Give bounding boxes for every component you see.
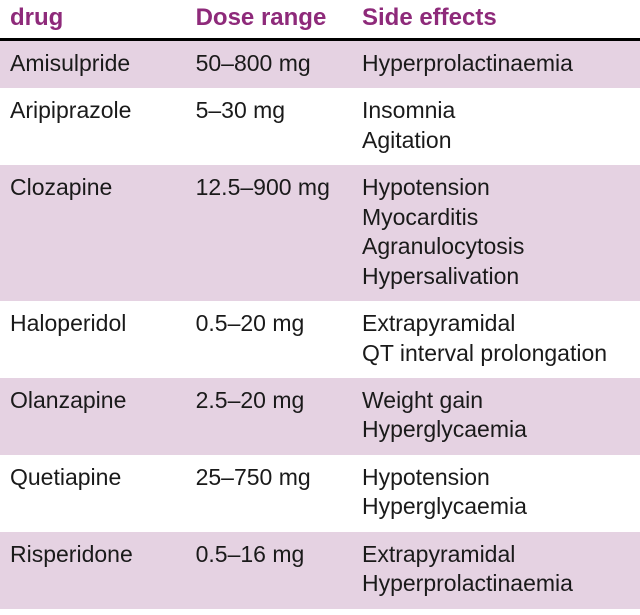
- cell-side-effects: Hyperprolactinaemia: [352, 40, 640, 89]
- cell-dose: 5–30 mg: [186, 88, 352, 165]
- table-row: Haloperidol0.5–20 mgExtrapyramidalQT int…: [0, 301, 640, 378]
- side-effect-line: Hypotension: [362, 463, 630, 492]
- cell-dose: 0.5–20 mg: [186, 301, 352, 378]
- cell-dose: 0.5–16 mg: [186, 532, 352, 609]
- cell-side-effects: HypotensionMyocarditisAgranulocytosisHyp…: [352, 165, 640, 301]
- cell-side-effects: ExtrapyramidalQT interval prolongation: [352, 301, 640, 378]
- cell-drug: Haloperidol: [0, 301, 186, 378]
- cell-dose: 50–800 mg: [186, 40, 352, 89]
- side-effect-line: Hypersalivation: [362, 262, 630, 291]
- side-effect-line: QT interval prolongation: [362, 339, 630, 368]
- cell-drug: Aripiprazole: [0, 88, 186, 165]
- table-body: Amisulpride50–800 mgHyperprolactinaemiaA…: [0, 40, 640, 609]
- cell-dose: 2.5–20 mg: [186, 378, 352, 455]
- cell-dose: 12.5–900 mg: [186, 165, 352, 301]
- side-effect-line: Insomnia: [362, 96, 630, 125]
- side-effect-line: Hyperprolactinaemia: [362, 569, 630, 598]
- side-effect-line: Hyperprolactinaemia: [362, 49, 630, 78]
- col-header-drug: drug: [0, 0, 186, 40]
- drug-table: drug Dose range Side effects Amisulpride…: [0, 0, 640, 609]
- side-effect-line: Hypotension: [362, 173, 630, 202]
- cell-drug: Amisulpride: [0, 40, 186, 89]
- table-row: Clozapine12.5–900 mgHypotensionMyocardit…: [0, 165, 640, 301]
- table-row: Olanzapine2.5–20 mgWeight gainHyperglyca…: [0, 378, 640, 455]
- table-row: Amisulpride50–800 mg Hyperprolactinaemia: [0, 40, 640, 89]
- cell-dose: 25–750 mg: [186, 455, 352, 532]
- side-effect-line: Extrapyramidal: [362, 309, 630, 338]
- table-row: Quetiapine25–750 mgHypotensionHyperglyca…: [0, 455, 640, 532]
- cell-drug: Clozapine: [0, 165, 186, 301]
- col-header-dose: Dose range: [186, 0, 352, 40]
- side-effect-line: Weight gain: [362, 386, 630, 415]
- side-effect-line: Agitation: [362, 126, 630, 155]
- side-effect-line: Myocarditis: [362, 203, 630, 232]
- cell-side-effects: InsomniaAgitation: [352, 88, 640, 165]
- side-effect-line: Agranulocytosis: [362, 232, 630, 261]
- cell-side-effects: Weight gainHyperglycaemia: [352, 378, 640, 455]
- table-row: Risperidone0.5–16 mgExtrapyramidalHyperp…: [0, 532, 640, 609]
- table-row: Aripiprazole5–30 mgInsomniaAgitation: [0, 88, 640, 165]
- cell-side-effects: HypotensionHyperglycaemia: [352, 455, 640, 532]
- cell-drug: Risperidone: [0, 532, 186, 609]
- cell-drug: Quetiapine: [0, 455, 186, 532]
- side-effect-line: Hyperglycaemia: [362, 415, 630, 444]
- cell-drug: Olanzapine: [0, 378, 186, 455]
- cell-side-effects: ExtrapyramidalHyperprolactinaemia: [352, 532, 640, 609]
- col-header-side: Side effects: [352, 0, 640, 40]
- side-effect-line: Extrapyramidal: [362, 540, 630, 569]
- side-effect-line: Hyperglycaemia: [362, 492, 630, 521]
- table-header: drug Dose range Side effects: [0, 0, 640, 40]
